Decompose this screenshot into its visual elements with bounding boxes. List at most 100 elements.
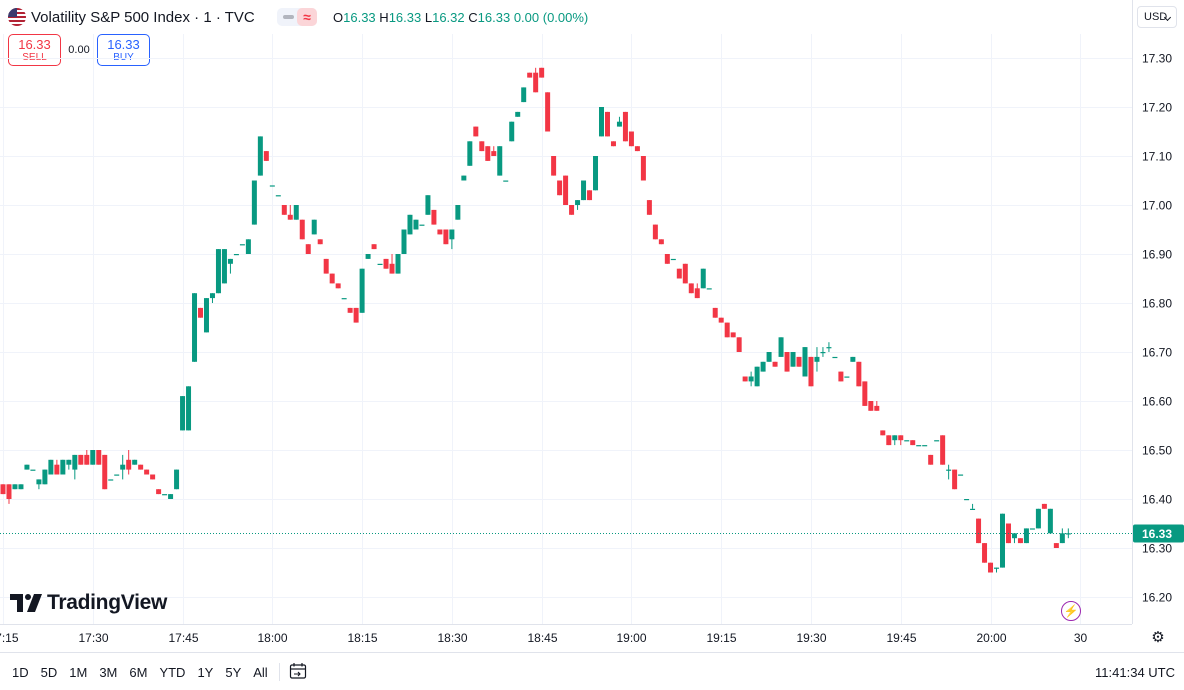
candle-body	[599, 107, 604, 137]
candle-body	[610, 141, 616, 147]
candle-body	[467, 141, 473, 166]
candle-body	[359, 268, 365, 313]
candle-body	[162, 494, 168, 496]
candle-body	[257, 136, 263, 176]
candle-body	[431, 209, 437, 225]
candle-body	[832, 356, 838, 359]
range-button-6m[interactable]: 6M	[129, 665, 148, 680]
chart-header: Volatility S&P 500 Index · 1 · TVC ≈ O16…	[0, 0, 1184, 34]
candle-body	[604, 111, 610, 137]
tradingview-logo-icon	[10, 594, 42, 612]
candle-body	[892, 435, 898, 441]
buy-price: 16.33	[107, 37, 140, 52]
candle-body	[880, 430, 886, 436]
candle-body	[443, 229, 449, 245]
candle-body	[407, 214, 413, 235]
range-button-1m[interactable]: 1M	[69, 665, 88, 680]
calendar-icon[interactable]	[289, 662, 307, 680]
candle-body	[36, 479, 42, 485]
range-button-ytd[interactable]: YTD	[159, 665, 186, 680]
candle-body	[371, 244, 377, 250]
range-button-5y[interactable]: 5Y	[225, 665, 242, 680]
y-tick-label: 16.40	[1142, 493, 1172, 507]
candle-body	[527, 72, 533, 78]
candle-body	[335, 283, 341, 289]
candle-body	[742, 376, 748, 382]
candle-body	[54, 464, 60, 475]
currency-select[interactable]: USD	[1137, 6, 1177, 28]
candle-body	[509, 121, 515, 142]
lightning-icon[interactable]: ⚡	[1061, 601, 1081, 621]
gear-icon[interactable]: ⚙	[1151, 629, 1165, 646]
candle-body	[281, 205, 287, 215]
range-button-1d[interactable]: 1D	[12, 665, 29, 680]
candle-body	[952, 469, 958, 490]
y-tick-label: 16.80	[1142, 297, 1172, 311]
sell-price: 16.33	[18, 37, 51, 52]
candle-body	[18, 484, 24, 490]
candle-body	[263, 151, 269, 161]
candle-body	[1053, 543, 1059, 548]
range-button-3m[interactable]: 3M	[99, 665, 118, 680]
candle-body	[772, 361, 778, 367]
candle-body	[377, 263, 383, 265]
candle-body	[0, 484, 6, 495]
wave-icon: ≈	[297, 8, 317, 26]
range-button-5d[interactable]: 5D	[40, 665, 58, 680]
candle-body	[180, 396, 186, 431]
candle-body	[964, 499, 970, 501]
candle-body	[904, 440, 910, 442]
x-tick-label: 30	[1074, 631, 1088, 645]
market-status-pill[interactable]: ≈	[277, 8, 317, 26]
candle-body	[102, 454, 108, 490]
y-tick-label: 16.20	[1142, 591, 1172, 605]
utc-clock[interactable]: 11:41:34 UTC	[1095, 665, 1175, 680]
range-button-1y[interactable]: 1Y	[197, 665, 214, 680]
symbol-title[interactable]: Volatility S&P 500 Index · 1 · TVC	[31, 9, 255, 26]
candle-body	[66, 459, 72, 465]
candle-body	[1035, 508, 1041, 529]
buy-button[interactable]: 16.33 BUY	[97, 34, 150, 66]
candle-body	[616, 121, 622, 127]
x-tick-label: 18:30	[437, 631, 467, 645]
candle-body	[419, 224, 425, 226]
candle-body	[215, 249, 221, 294]
candle-body	[1011, 533, 1017, 539]
candle-body	[922, 445, 928, 447]
candle-body	[700, 268, 706, 289]
sell-button[interactable]: 16.33 SELL	[8, 34, 61, 66]
candle-body	[994, 567, 1000, 569]
candle-body	[30, 469, 36, 471]
candle-body	[587, 190, 593, 201]
candle-body	[664, 254, 670, 264]
close-key: C	[468, 10, 478, 25]
candle-body	[898, 435, 904, 441]
candle-body	[718, 317, 724, 323]
candle-body	[156, 489, 162, 495]
candle-body	[293, 205, 299, 220]
open-value: 16.33	[343, 10, 376, 25]
candle-body	[497, 146, 503, 176]
candle-body	[748, 376, 754, 382]
candle-body	[1047, 508, 1053, 534]
candle-body	[958, 474, 964, 476]
open-key: O	[333, 10, 344, 25]
candle-body	[928, 454, 934, 465]
candle-body	[850, 356, 856, 362]
candle-body	[856, 361, 862, 387]
candle-body	[982, 543, 988, 563]
candle-body	[826, 347, 832, 349]
session-dot-icon	[283, 15, 294, 19]
candle-body	[186, 386, 192, 431]
x-tick-label: 19:00	[616, 631, 646, 645]
x-tick-label: 19:45	[886, 631, 916, 645]
range-button-all[interactable]: All	[253, 665, 268, 680]
candle-body	[688, 283, 694, 294]
candle-body	[796, 356, 802, 367]
last-price-label: 16.33	[1142, 527, 1172, 541]
candle-body	[976, 518, 982, 544]
x-tick-label: 17:30	[78, 631, 108, 645]
candle-body	[479, 141, 485, 152]
candle-body	[694, 288, 700, 299]
candlestick-chart[interactable]: 16.20 16.30 16.40 16.50 16.60 16.70 16.80 16.90…	[0, 0, 1184, 652]
